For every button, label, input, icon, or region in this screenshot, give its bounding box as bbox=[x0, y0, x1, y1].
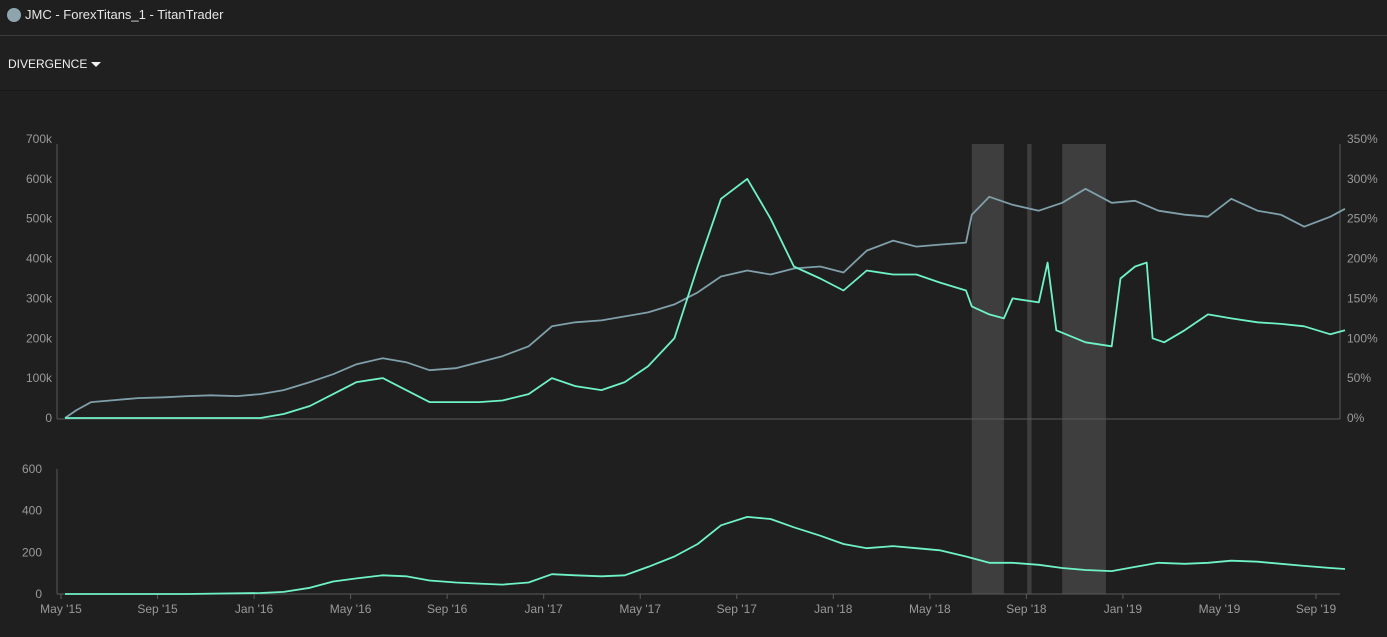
chart-series bbox=[64, 178, 1346, 595]
divergence-chart: 0 100k 200k 300k 400k 500k 600k 700k 0% 50% 100% 15… bbox=[22, 132, 1378, 616]
y-left-tick-label: 0 bbox=[45, 411, 52, 425]
y-right-tick-label: 200% bbox=[1347, 252, 1378, 266]
y-bottom-tick-label: 0 bbox=[35, 587, 42, 601]
x-tick-label: Jan '16 bbox=[235, 602, 274, 616]
x-tick-label: Sep '15 bbox=[137, 602, 178, 616]
x-tick-label: May '16 bbox=[330, 602, 372, 616]
x-tick-label: May '19 bbox=[1199, 602, 1241, 616]
chart-tick-labels: 0 100k 200k 300k 400k 500k 600k 700k 0% 50% 100% 15… bbox=[22, 132, 1378, 616]
y-left-tick-label: 700k bbox=[26, 132, 53, 146]
y-left-tick-label: 400k bbox=[26, 252, 53, 266]
lower-line bbox=[65, 516, 1346, 595]
y-left-tick-label: 100k bbox=[26, 371, 53, 385]
shaded-region-1 bbox=[1027, 144, 1032, 594]
y-bottom-tick-label: 400 bbox=[22, 504, 42, 518]
shaded-region-0 bbox=[971, 144, 1004, 594]
x-tick-label: Jan '17 bbox=[525, 602, 564, 616]
x-tick-label: Jan '18 bbox=[814, 602, 853, 616]
y-right-tick-label: 150% bbox=[1347, 291, 1378, 305]
y-left-tick-label: 300k bbox=[26, 291, 53, 305]
equity-line bbox=[64, 187, 1346, 419]
chart-toolbar: DIVERGENCE bbox=[0, 37, 1387, 91]
y-right-tick-label: 0% bbox=[1347, 411, 1365, 425]
shaded-regions bbox=[971, 144, 1106, 594]
chart-axes bbox=[56, 144, 1341, 599]
chart-type-dropdown[interactable]: DIVERGENCE bbox=[8, 57, 102, 71]
y-right-tick-label: 300% bbox=[1347, 172, 1378, 186]
y-right-tick-label: 100% bbox=[1347, 331, 1378, 345]
page-title: JMC - ForexTitans_1 - TitanTrader bbox=[25, 7, 224, 22]
y-right-tick-label: 250% bbox=[1347, 212, 1378, 226]
caret-down-icon bbox=[91, 62, 102, 67]
y-right-tick-label: 50% bbox=[1347, 371, 1371, 385]
y-right-tick-label: 350% bbox=[1347, 132, 1378, 146]
x-tick-label: May '15 bbox=[40, 602, 82, 616]
x-tick-label: Sep '16 bbox=[427, 602, 468, 616]
y-left-tick-label: 600k bbox=[26, 172, 53, 186]
x-tick-label: Sep '17 bbox=[717, 602, 758, 616]
y-bottom-tick-label: 200 bbox=[22, 545, 42, 559]
y-left-tick-label: 200k bbox=[26, 331, 53, 345]
x-tick-label: Sep '19 bbox=[1296, 602, 1337, 616]
chart-type-dropdown-label: DIVERGENCE bbox=[8, 57, 88, 71]
x-tick-label: Jan '19 bbox=[1104, 602, 1143, 616]
window-header: JMC - ForexTitans_1 - TitanTrader bbox=[0, 0, 1387, 36]
x-tick-label: Sep '18 bbox=[1006, 602, 1047, 616]
y-left-tick-label: 500k bbox=[26, 212, 53, 226]
y-bottom-tick-label: 600 bbox=[22, 462, 42, 476]
shaded-region-2 bbox=[1062, 144, 1106, 594]
percent-line bbox=[65, 178, 1346, 419]
x-tick-label: May '17 bbox=[619, 602, 661, 616]
x-tick-label: May '18 bbox=[909, 602, 951, 616]
account-avatar-icon bbox=[7, 8, 21, 22]
